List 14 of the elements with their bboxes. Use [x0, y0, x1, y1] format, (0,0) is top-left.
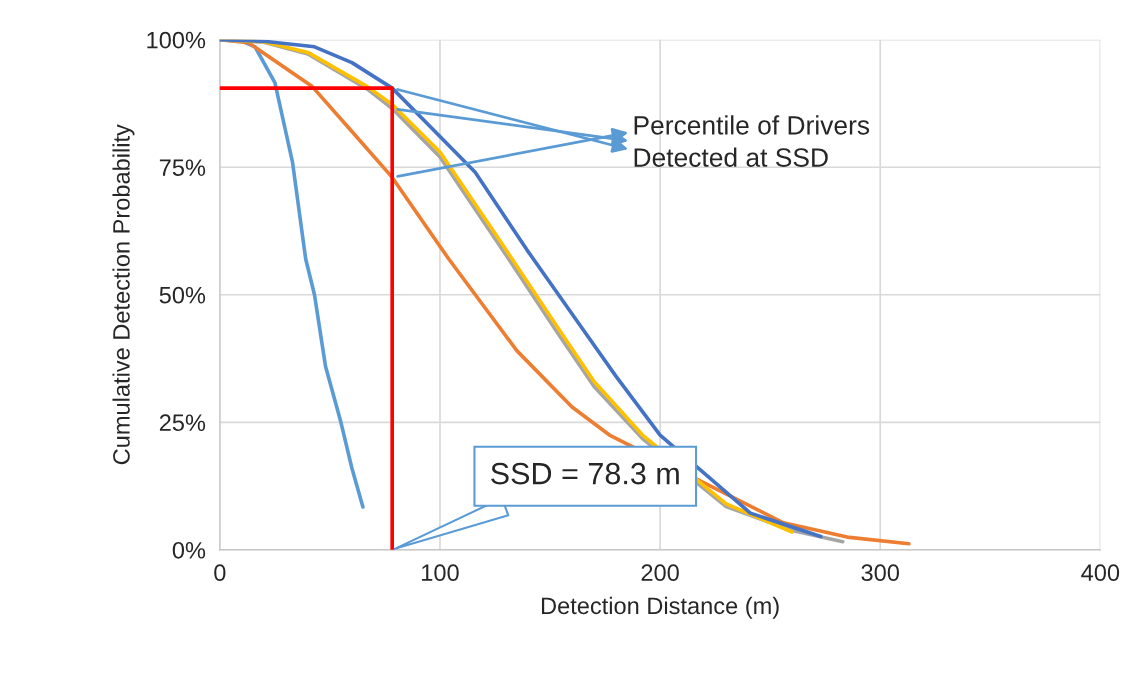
y-tick-label: 100%: [147, 31, 206, 49]
y-tick-label: 50%: [159, 286, 206, 304]
y-tick-label: 75%: [159, 159, 206, 176]
x-tick-label: 400: [1081, 564, 1120, 582]
y-tick-label: 0%: [172, 541, 206, 559]
y-tick-label: 25%: [159, 414, 206, 432]
x-tick-label: 200: [641, 564, 679, 582]
x-axis-title: Detection Distance (m): [541, 596, 779, 619]
annotation: Percentile of Drivers Detected at SSD: [634, 115, 870, 167]
annotation: SSD = 78.3 m: [491, 462, 679, 485]
x-tick-label: 300: [861, 564, 899, 582]
y-axis-title: Cumulative Detection Probability: [112, 124, 135, 465]
x-tick-label: 0: [214, 564, 226, 582]
x-tick-label: 100: [422, 564, 459, 582]
